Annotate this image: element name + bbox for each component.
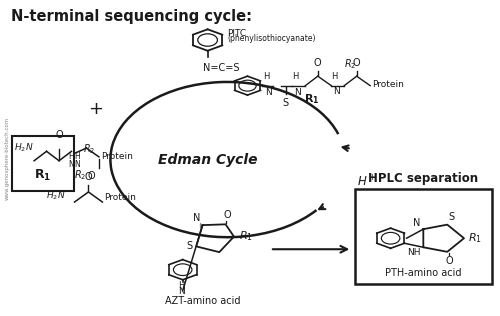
Text: +: + bbox=[88, 100, 103, 118]
Text: $\mathbf{R_1}$: $\mathbf{R_1}$ bbox=[304, 92, 319, 106]
Text: $R_2$: $R_2$ bbox=[344, 57, 356, 70]
Text: H
N: H N bbox=[74, 152, 80, 169]
Text: O: O bbox=[446, 256, 453, 265]
Text: AZT-amino acid: AZT-amino acid bbox=[165, 296, 240, 307]
Text: N: N bbox=[413, 218, 420, 228]
Text: $H^+$: $H^+$ bbox=[357, 174, 376, 189]
Text: $\mathbf{R_1}$: $\mathbf{R_1}$ bbox=[34, 168, 52, 183]
Text: $R_2$: $R_2$ bbox=[74, 168, 86, 182]
Text: O: O bbox=[84, 172, 92, 182]
Text: O: O bbox=[55, 130, 63, 140]
Text: N: N bbox=[192, 213, 200, 222]
Text: N=C=S: N=C=S bbox=[202, 63, 239, 73]
Text: NH: NH bbox=[407, 248, 420, 257]
Text: $R_1$: $R_1$ bbox=[468, 231, 482, 245]
Text: Protein: Protein bbox=[372, 80, 404, 88]
Text: $H_2N$: $H_2N$ bbox=[14, 142, 34, 154]
Text: $R_2$: $R_2$ bbox=[83, 143, 96, 156]
Text: H: H bbox=[178, 281, 184, 290]
Text: Protein: Protein bbox=[104, 193, 136, 202]
Text: $H_2N$: $H_2N$ bbox=[46, 190, 65, 202]
Text: N: N bbox=[265, 88, 272, 96]
Text: PTH-amino acid: PTH-amino acid bbox=[385, 268, 462, 278]
Text: N: N bbox=[178, 287, 184, 296]
Text: H: H bbox=[264, 72, 270, 81]
Text: Edman Cycle: Edman Cycle bbox=[158, 153, 258, 167]
Text: O: O bbox=[353, 58, 360, 68]
Text: (phenylisothiocyanate): (phenylisothiocyanate) bbox=[228, 34, 316, 43]
Text: N: N bbox=[294, 88, 300, 96]
Text: H: H bbox=[332, 72, 338, 81]
Bar bbox=[354, 190, 492, 284]
Text: S: S bbox=[186, 241, 192, 252]
Text: $R_1$: $R_1$ bbox=[239, 230, 253, 244]
Text: N: N bbox=[333, 87, 340, 96]
Text: O: O bbox=[314, 58, 322, 68]
Text: S: S bbox=[448, 212, 455, 222]
Text: H: H bbox=[292, 72, 299, 81]
Text: Protein: Protein bbox=[102, 152, 134, 161]
Text: www.genosphere-biotech.com: www.genosphere-biotech.com bbox=[4, 116, 10, 200]
Text: O: O bbox=[88, 171, 96, 181]
Text: N-terminal sequencing cycle:: N-terminal sequencing cycle: bbox=[10, 9, 252, 24]
Text: HPLC separation: HPLC separation bbox=[368, 172, 478, 185]
Bar bbox=[12, 136, 74, 191]
Text: PITC: PITC bbox=[228, 29, 246, 38]
Text: S: S bbox=[282, 98, 288, 107]
Text: O: O bbox=[224, 210, 232, 220]
Text: H
N: H N bbox=[68, 152, 74, 169]
